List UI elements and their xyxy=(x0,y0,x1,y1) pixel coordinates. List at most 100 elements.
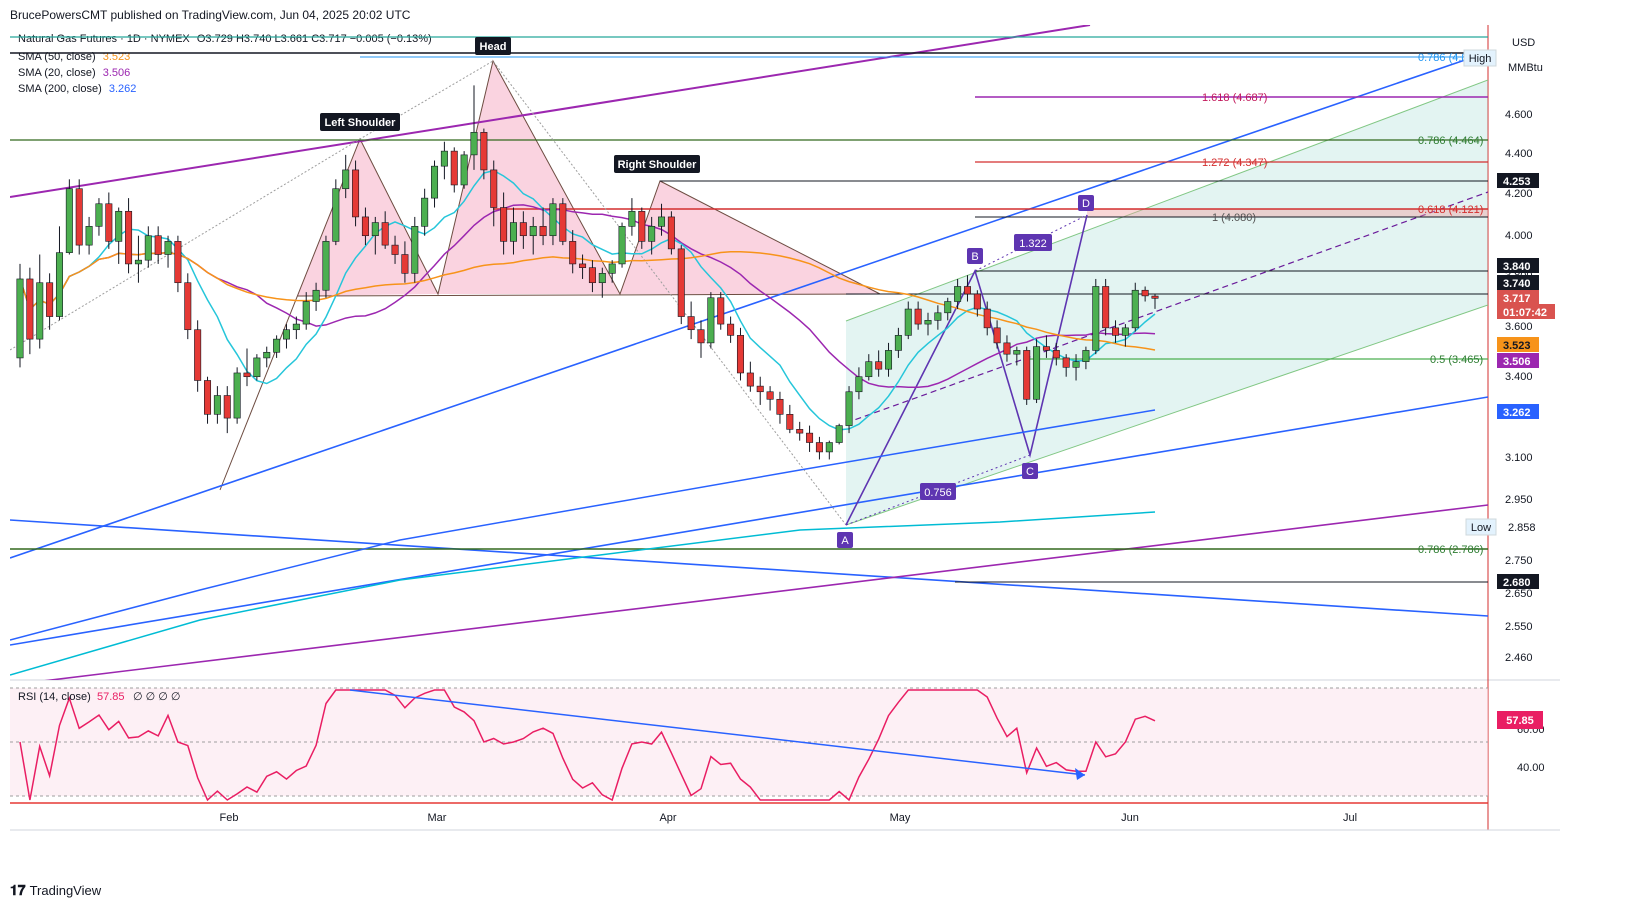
price-tick: 3.600 xyxy=(1505,321,1533,333)
candle-up xyxy=(855,376,863,393)
candle-up xyxy=(85,226,93,246)
point-b-text: B xyxy=(971,251,978,263)
candle-down xyxy=(401,254,409,274)
candle-down xyxy=(993,327,1001,344)
candle-up xyxy=(95,203,103,227)
point-d-label[interactable]: D xyxy=(1078,195,1094,211)
candle-down xyxy=(973,293,981,310)
candle-up xyxy=(421,197,429,227)
channel-midline xyxy=(845,191,1488,424)
candle-down xyxy=(638,210,646,242)
high-tag-text: High xyxy=(1469,53,1492,65)
candle-up xyxy=(55,252,63,317)
candle-down xyxy=(243,372,251,378)
svg-text:3.740: 3.740 xyxy=(1503,278,1531,290)
legend-sma20[interactable]: SMA (20, close) 3.506 xyxy=(18,67,130,79)
left-shoulder-label[interactable]: Left Shoulder xyxy=(320,113,400,131)
candle-down xyxy=(381,222,389,246)
candle-down xyxy=(184,282,192,331)
candle-down xyxy=(154,235,162,255)
legend-symbol-name[interactable]: Natural Gas Futures · 1D · NYMEX xyxy=(18,33,190,45)
candle-down xyxy=(746,372,754,387)
candle-up xyxy=(273,338,281,353)
svg-text:3.840: 3.840 xyxy=(1503,261,1531,273)
candle-down xyxy=(519,222,527,237)
right-shoulder-triangle xyxy=(620,181,880,294)
neckline xyxy=(296,293,881,297)
low-value: 2.858 xyxy=(1508,522,1536,534)
candle-down xyxy=(667,216,675,250)
high-tag: High xyxy=(1463,49,1497,67)
left-shoulder-label-text: Left Shoulder xyxy=(325,117,397,129)
candle-down xyxy=(223,395,231,419)
price-tag: 01:07:42 xyxy=(1497,304,1555,319)
legend-sma20-label: SMA (20, close) xyxy=(18,67,96,79)
candle-down xyxy=(697,329,705,344)
legend-sma200[interactable]: SMA (200, close) 3.262 xyxy=(18,83,136,95)
price-tags: 4.253 3.840 3.740 3.717 01:07:42 3.523 3.506 3.… xyxy=(1497,173,1555,589)
point-b-label[interactable]: B xyxy=(967,248,983,264)
x-tick-feb: Feb xyxy=(220,812,239,824)
price-axis[interactable]: 4.6004.4004.2004.0003.8003.6003.4003.100… xyxy=(1505,109,1533,664)
unit-label[interactable]: MMBtu xyxy=(1508,62,1543,74)
sma200-line xyxy=(10,409,1156,641)
x-tick-may: May xyxy=(890,812,911,824)
candle-up xyxy=(608,263,616,274)
candle-down xyxy=(105,203,113,242)
right-shoulder-label[interactable]: Right Shoulder xyxy=(614,155,700,173)
rsi-label[interactable]: RSI (14, close) xyxy=(18,691,91,703)
candle-down xyxy=(480,132,488,171)
legend-sma20-value: 3.506 xyxy=(102,67,131,79)
legend-sma200-value: 3.262 xyxy=(108,83,137,95)
publish-info: BrucePowersCMT published on TradingView.… xyxy=(10,8,411,22)
point-a-label[interactable]: A xyxy=(837,532,853,548)
candle-up xyxy=(440,150,448,167)
point-c-label[interactable]: C xyxy=(1022,463,1038,479)
ratio-1322-label[interactable]: 1.322 xyxy=(1014,234,1052,251)
legend-sma50[interactable]: SMA (50, close) 3.523 xyxy=(18,51,130,63)
head-label-text: Head xyxy=(480,41,507,53)
currency-label[interactable]: USD xyxy=(1512,37,1536,49)
channel-top xyxy=(845,79,1488,322)
rising-channel xyxy=(846,80,1488,525)
candle-up xyxy=(282,329,290,340)
candle-down xyxy=(539,226,547,237)
footer-brand[interactable]: 𝟏𝟕 TradingView xyxy=(10,882,101,899)
candle-down xyxy=(1151,295,1159,299)
candle-down xyxy=(776,398,784,415)
sma50-line xyxy=(19,250,1156,351)
x-tick-jun: Jun xyxy=(1121,812,1139,824)
candle-down xyxy=(786,414,794,430)
ratio-0756-label[interactable]: 0.756 xyxy=(920,483,956,500)
svg-text:3.506: 3.506 xyxy=(1503,356,1531,368)
price-tag: 3.506 xyxy=(1497,353,1539,368)
fib-label-0: 0.786 (4.8 xyxy=(1418,52,1468,64)
legend-symbol: Natural Gas Futures · 1D · NYMEX O3.729 … xyxy=(18,33,432,45)
price-tick: 4.000 xyxy=(1505,230,1533,242)
fib-label-2: 0.786 (4.464) xyxy=(1418,135,1483,147)
head-label[interactable]: Head xyxy=(475,37,511,55)
candle-up xyxy=(894,335,902,351)
price-tick: 4.600 xyxy=(1505,109,1533,121)
fib-label-1: 1.618 (4.687) xyxy=(1202,92,1267,104)
candle-down xyxy=(983,308,991,329)
candle-down xyxy=(125,210,133,265)
candle-up xyxy=(322,241,330,291)
svg-text:3.523: 3.523 xyxy=(1503,340,1531,352)
point-c-text: C xyxy=(1026,466,1034,478)
candle-up xyxy=(1121,327,1129,336)
price-tag: 2.680 xyxy=(1497,574,1539,589)
candle-up xyxy=(134,259,142,265)
price-tag: 3.740 xyxy=(1497,275,1539,290)
fib-label-5: 1 (4.080) xyxy=(1212,212,1256,224)
bd-dotted xyxy=(974,214,1088,272)
candle-down xyxy=(677,248,685,317)
legend-sma50-value: 3.523 xyxy=(102,51,131,63)
footer-brand-text: TradingView xyxy=(29,883,102,898)
candle-up xyxy=(115,210,123,242)
candle-up xyxy=(1013,350,1021,355)
candle-up xyxy=(845,391,853,426)
candle-down xyxy=(588,267,596,284)
